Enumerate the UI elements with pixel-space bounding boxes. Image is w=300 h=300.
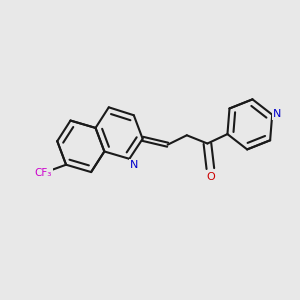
Text: O: O	[206, 172, 215, 182]
Text: N: N	[130, 160, 138, 170]
Text: N: N	[273, 109, 281, 119]
Text: CF₃: CF₃	[35, 168, 52, 178]
